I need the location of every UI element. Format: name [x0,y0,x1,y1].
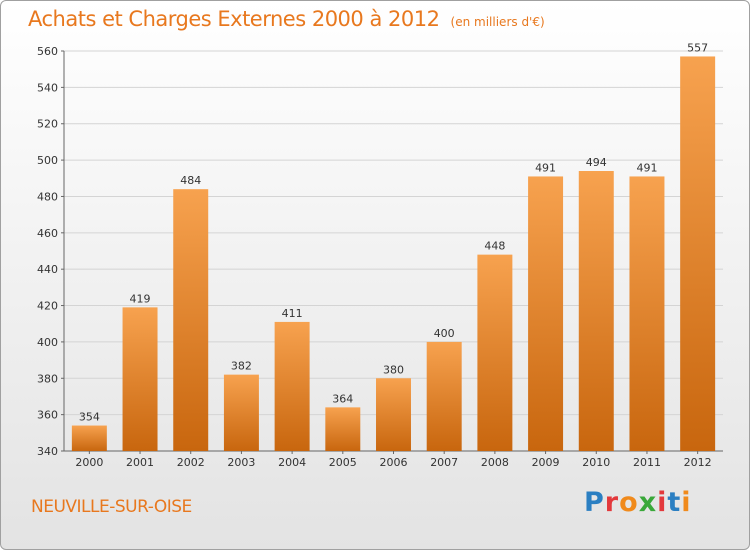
x-tick-label-2002: 2002 [177,456,205,469]
value-label-2011: 491 [636,161,657,174]
x-tick-label-2001: 2001 [126,456,154,469]
bar-2010 [578,171,614,451]
y-tick-label: 460 [37,227,58,240]
value-label-2009: 491 [535,161,556,174]
y-tick-label: 500 [37,154,58,167]
value-label-2008: 448 [484,240,505,253]
x-tick-label-2004: 2004 [278,456,306,469]
logo-letter: r [604,487,620,518]
bar-2003 [223,374,259,451]
value-label-2001: 419 [130,292,151,305]
bar-2007 [426,341,462,451]
x-tick-label-2005: 2005 [329,456,357,469]
logo-letter: o [619,487,639,518]
bar-2002 [173,189,209,451]
chart-unit: (en milliers d'€) [450,15,545,29]
y-tick-label: 520 [37,118,58,131]
y-tick-label: 380 [37,372,58,385]
x-tick-label-2000: 2000 [75,456,103,469]
value-label-2006: 380 [383,363,404,376]
labels: 340 360 380 400 420 440 460 480 500 520 540 560 354 2… [37,41,712,469]
y-tick-label: 480 [37,190,58,203]
bar-2000 [71,425,107,451]
y-tick-label: 440 [37,263,58,276]
bar-2008 [477,254,513,451]
value-label-2012: 557 [687,41,708,54]
y-tick-label: 420 [37,300,58,313]
logo-letter: x [638,487,658,518]
commune-name: NEUVILLE-SUR-OISE [31,497,192,517]
logo-letter: i [681,487,692,518]
bar-2005 [325,407,361,451]
value-label-2002: 484 [180,174,201,187]
bar-2001 [122,307,158,451]
bar-2004 [274,321,310,451]
y-tick-label: 540 [37,81,58,94]
logo-letter: t [667,487,682,518]
x-tick-label-2003: 2003 [227,456,255,469]
x-tick-label-2008: 2008 [481,456,509,469]
bar-2012 [680,56,716,452]
value-label-2004: 411 [282,307,303,320]
bar-2011 [629,176,665,452]
x-tick-label-2012: 2012 [684,456,712,469]
bar-2006 [376,378,411,451]
value-label-2010: 494 [586,156,607,169]
title-row: Achats et Charges Externes 2000 à 2012 (… [28,7,545,31]
logo-letter: i [657,487,668,518]
value-label-2005: 364 [332,392,353,405]
y-tick-label: 340 [37,445,58,458]
value-label-2007: 400 [434,327,455,340]
value-label-2003: 382 [231,360,252,373]
y-tick-label: 560 [37,45,58,58]
y-tick-label: 400 [37,336,58,349]
x-tick-label-2011: 2011 [633,456,661,469]
x-tick-label-2010: 2010 [582,456,610,469]
chart-title: Achats et Charges Externes 2000 à 2012 [28,7,440,31]
bars [71,56,716,452]
value-label-2000: 354 [79,411,100,424]
y-tick-label: 360 [37,409,58,422]
bar-2009 [528,176,564,452]
logo-letter: P [584,487,605,518]
x-tick-label-2009: 2009 [532,456,560,469]
proxiti-logo: Proxiti [584,487,692,518]
x-tick-label-2007: 2007 [430,456,458,469]
x-tick-label-2006: 2006 [380,456,408,469]
